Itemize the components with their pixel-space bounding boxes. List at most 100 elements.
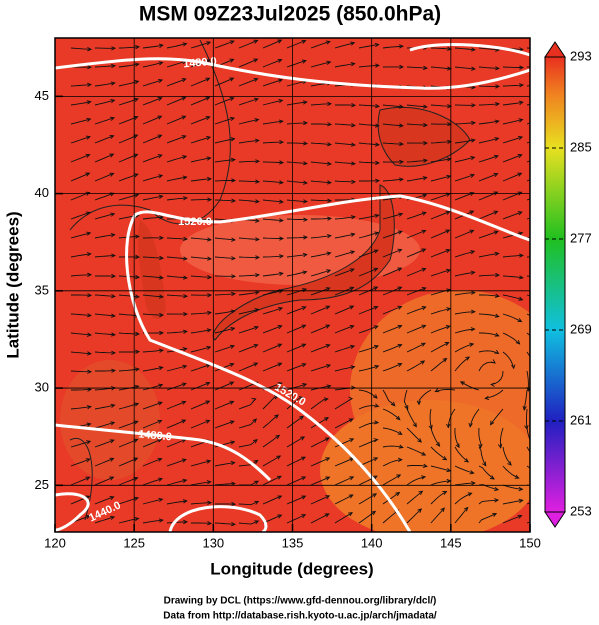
streamline — [310, 364, 331, 372]
streamline — [214, 345, 235, 353]
streamline-arrow — [349, 305, 355, 310]
streamline-arrow — [303, 199, 308, 204]
streamline — [382, 408, 401, 420]
streamline — [286, 122, 308, 125]
streamline-arrow — [230, 137, 236, 142]
streamline — [238, 274, 260, 277]
streamline — [214, 159, 235, 163]
streamline — [118, 368, 139, 372]
streamline-arrow — [374, 403, 380, 408]
streamline-arrow — [518, 135, 524, 141]
streamline-arrow — [300, 436, 306, 441]
streamline-arrow — [181, 419, 187, 424]
streamline — [142, 256, 164, 259]
streamline — [214, 77, 234, 87]
streamline — [454, 156, 475, 163]
streamline-arrow — [470, 155, 476, 161]
streamline — [430, 193, 451, 201]
streamline-arrow — [325, 344, 331, 349]
streamline — [430, 175, 451, 182]
streamline-arrow — [87, 313, 92, 318]
streamline — [334, 476, 354, 486]
streamline — [430, 249, 450, 258]
streamline-arrow — [157, 419, 163, 424]
streamline — [454, 507, 469, 524]
streamline-arrow — [327, 198, 333, 203]
streamline — [238, 326, 259, 334]
streamline-arrow — [471, 290, 476, 295]
streamline-arrow — [445, 325, 451, 330]
streamline-arrow — [86, 332, 92, 337]
streamline-arrow — [374, 123, 380, 128]
streamline — [118, 403, 139, 410]
streamline-arrow — [446, 467, 452, 473]
streamline-arrow — [251, 398, 257, 403]
streamline-arrow — [277, 343, 283, 348]
streamline-arrow — [87, 82, 92, 87]
streamline-arrow — [207, 521, 213, 526]
streamline — [502, 66, 523, 68]
streamline — [478, 446, 487, 466]
streamline — [166, 115, 186, 125]
streamline — [502, 275, 523, 279]
streamline — [262, 475, 282, 486]
streamline — [478, 252, 499, 258]
streamline-arrow — [543, 47, 547, 51]
map-title: MSM 09Z23Jul2025 (850.0hPa) — [139, 3, 441, 26]
streamline — [214, 117, 235, 125]
streamline — [406, 342, 426, 353]
streamline — [430, 507, 445, 524]
colorbar-tick-label: 269 — [570, 321, 592, 336]
streamline — [478, 173, 498, 182]
streamline — [430, 104, 452, 107]
streamline — [499, 427, 504, 448]
streamline-arrow — [397, 267, 403, 272]
streamline-arrow — [497, 443, 503, 449]
streamline-arrow — [325, 287, 331, 292]
streamline — [454, 343, 474, 353]
streamline-arrow — [517, 154, 523, 159]
streamline — [406, 427, 422, 443]
streamline-arrow — [110, 313, 116, 318]
streamline — [238, 180, 260, 183]
streamline-arrow — [517, 318, 523, 323]
streamline-arrow — [517, 514, 523, 519]
streamline-arrow — [229, 40, 235, 45]
streamline-arrow — [375, 63, 380, 68]
streamline-arrow — [325, 40, 331, 45]
streamline-arrow — [469, 173, 475, 178]
streamline — [454, 174, 475, 182]
streamline — [238, 58, 258, 68]
streamline — [334, 161, 355, 165]
streamline-arrow — [397, 230, 403, 235]
streamline-arrow — [87, 47, 93, 52]
streamline-arrow — [518, 275, 524, 280]
streamline — [262, 362, 282, 372]
streamline-arrow — [133, 134, 139, 139]
streamline — [94, 255, 115, 258]
streamline — [166, 60, 187, 68]
colorbar-tick-label: 253 — [570, 503, 592, 518]
streamline-arrow — [158, 348, 164, 353]
streamline — [70, 406, 91, 410]
streamline — [334, 233, 355, 239]
streamline-arrow — [465, 356, 471, 361]
streamline — [238, 160, 259, 163]
streamline — [94, 496, 114, 505]
streamline-arrow — [278, 98, 284, 104]
streamline-arrow — [207, 293, 213, 298]
streamline-arrow — [277, 58, 283, 63]
contour-line — [168, 505, 268, 532]
streamline — [382, 509, 399, 524]
streamline-arrow — [399, 141, 405, 147]
streamline — [142, 195, 163, 201]
streamline-arrow — [325, 495, 331, 500]
streamline-arrow — [326, 363, 332, 369]
streamline-arrow — [110, 212, 116, 217]
streamline — [190, 136, 211, 144]
streamline-arrow — [111, 63, 117, 69]
streamline-arrow — [255, 237, 260, 242]
streamline-arrow — [134, 367, 140, 372]
streamline — [286, 363, 306, 372]
streamline-arrow — [469, 470, 475, 475]
